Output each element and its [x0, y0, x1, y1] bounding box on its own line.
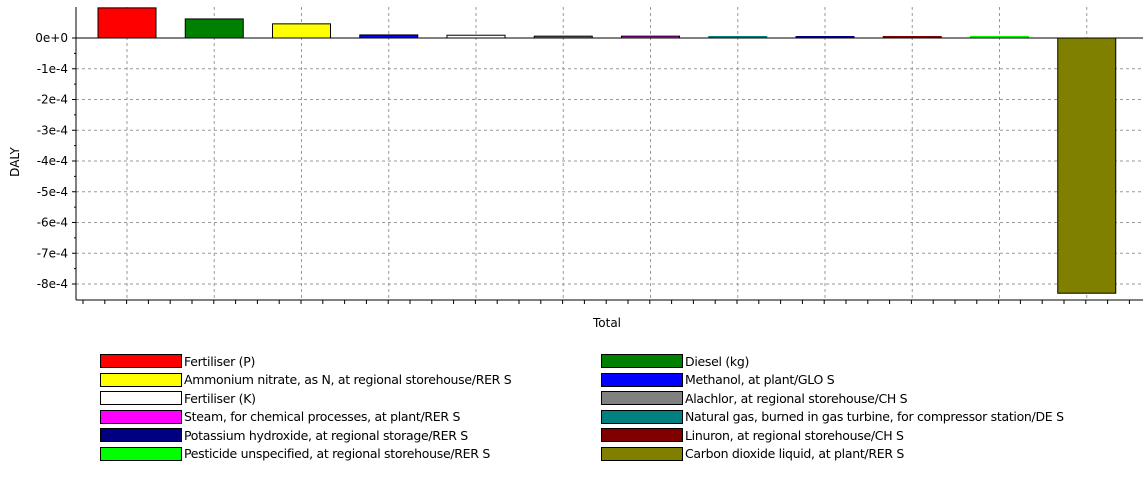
legend-item: Carbon dioxide liquid, at plant/RER S	[601, 445, 1064, 464]
y-tick-label: -3e-4	[37, 123, 68, 137]
legend-swatch	[601, 391, 683, 406]
legend-swatch	[601, 372, 683, 387]
y-tick-label: -2e-4	[37, 93, 68, 107]
plot-area	[76, 7, 1143, 300]
legend-swatch	[100, 354, 182, 369]
legend-swatch	[601, 428, 683, 443]
legend-label: Fertiliser (P)	[184, 353, 256, 369]
y-tick-label: -5e-4	[37, 185, 68, 199]
legend-column-right: Diesel (kg) Methanol, at plant/GLO S Alach…	[601, 352, 1064, 463]
legend-swatch	[100, 372, 182, 387]
legend-item: Alachlor, at regional storehouse/CH S	[601, 389, 1064, 408]
y-tick-label: -4e-4	[37, 154, 68, 168]
legend-label: Pesticide unspecified, at regional store…	[184, 446, 490, 462]
legend-item: Linuron, at regional storehouse/CH S	[601, 426, 1064, 445]
bar	[1057, 37, 1117, 294]
bar	[272, 23, 331, 39]
legend-item: Pesticide unspecified, at regional store…	[100, 445, 511, 464]
legend-label: Linuron, at regional storehouse/CH S	[685, 427, 904, 443]
bar-chart: 0e+0 -1e-4 -2e-4 -3e-4 -4e-4 -5e-4 -6e-4 -7e-4 -…	[8, 7, 1143, 330]
legend-item: Potassium hydroxide, at regional storage…	[100, 426, 511, 445]
x-axis-title: Total	[592, 316, 621, 330]
bar	[184, 18, 244, 39]
legend-item: Fertiliser (P)	[100, 352, 511, 371]
bars	[76, 7, 1143, 294]
bar	[97, 7, 157, 39]
legend-label: Carbon dioxide liquid, at plant/RER S	[685, 446, 905, 462]
legend-swatch	[100, 409, 182, 424]
legend-label: Alachlor, at regional storehouse/CH S	[685, 390, 908, 406]
legend-item: Diesel (kg)	[601, 352, 1064, 371]
y-tick-label: -7e-4	[37, 246, 68, 260]
legend-label: Potassium hydroxide, at regional storage…	[184, 427, 468, 443]
legend-label: Steam, for chemical processes, at plant/…	[184, 409, 461, 425]
legend-swatch	[601, 409, 683, 424]
legend-label: Diesel (kg)	[685, 353, 750, 369]
legend-label: Methanol, at plant/GLO S	[685, 372, 835, 388]
legend-item: Fertiliser (K)	[100, 389, 511, 408]
legend-item: Natural gas, burned in gas turbine, for …	[601, 408, 1064, 427]
legend-label: Natural gas, burned in gas turbine, for …	[685, 409, 1064, 425]
legend-swatch	[100, 446, 182, 461]
y-axis-ticks: 0e+0 -1e-4 -2e-4 -3e-4 -4e-4 -5e-4 -6e-4 -7e-4 -…	[35, 31, 1130, 304]
legend-label: Ammonium nitrate, as N, at regional stor…	[184, 372, 512, 388]
legend-item: Methanol, at plant/GLO S	[601, 371, 1064, 390]
legend-item: Steam, for chemical processes, at plant/…	[100, 408, 511, 427]
legend-swatch	[100, 428, 182, 443]
y-tick-label: -8e-4	[37, 277, 68, 291]
legend-label: Fertiliser (K)	[184, 390, 256, 406]
grid-lines	[76, 7, 1143, 300]
legend-swatch	[601, 354, 683, 369]
y-tick-label: 0e+0	[35, 31, 68, 45]
y-tick-label: -1e-4	[37, 62, 68, 76]
legend-swatch	[601, 446, 683, 461]
y-axis-title: DALY	[8, 147, 22, 177]
y-tick-label: -6e-4	[37, 216, 68, 230]
legend-column-left: Fertiliser (P) Ammonium nitrate, as N, at…	[100, 352, 512, 464]
legend-swatch	[100, 391, 182, 406]
legend-item: Ammonium nitrate, as N, at regional stor…	[100, 371, 512, 390]
